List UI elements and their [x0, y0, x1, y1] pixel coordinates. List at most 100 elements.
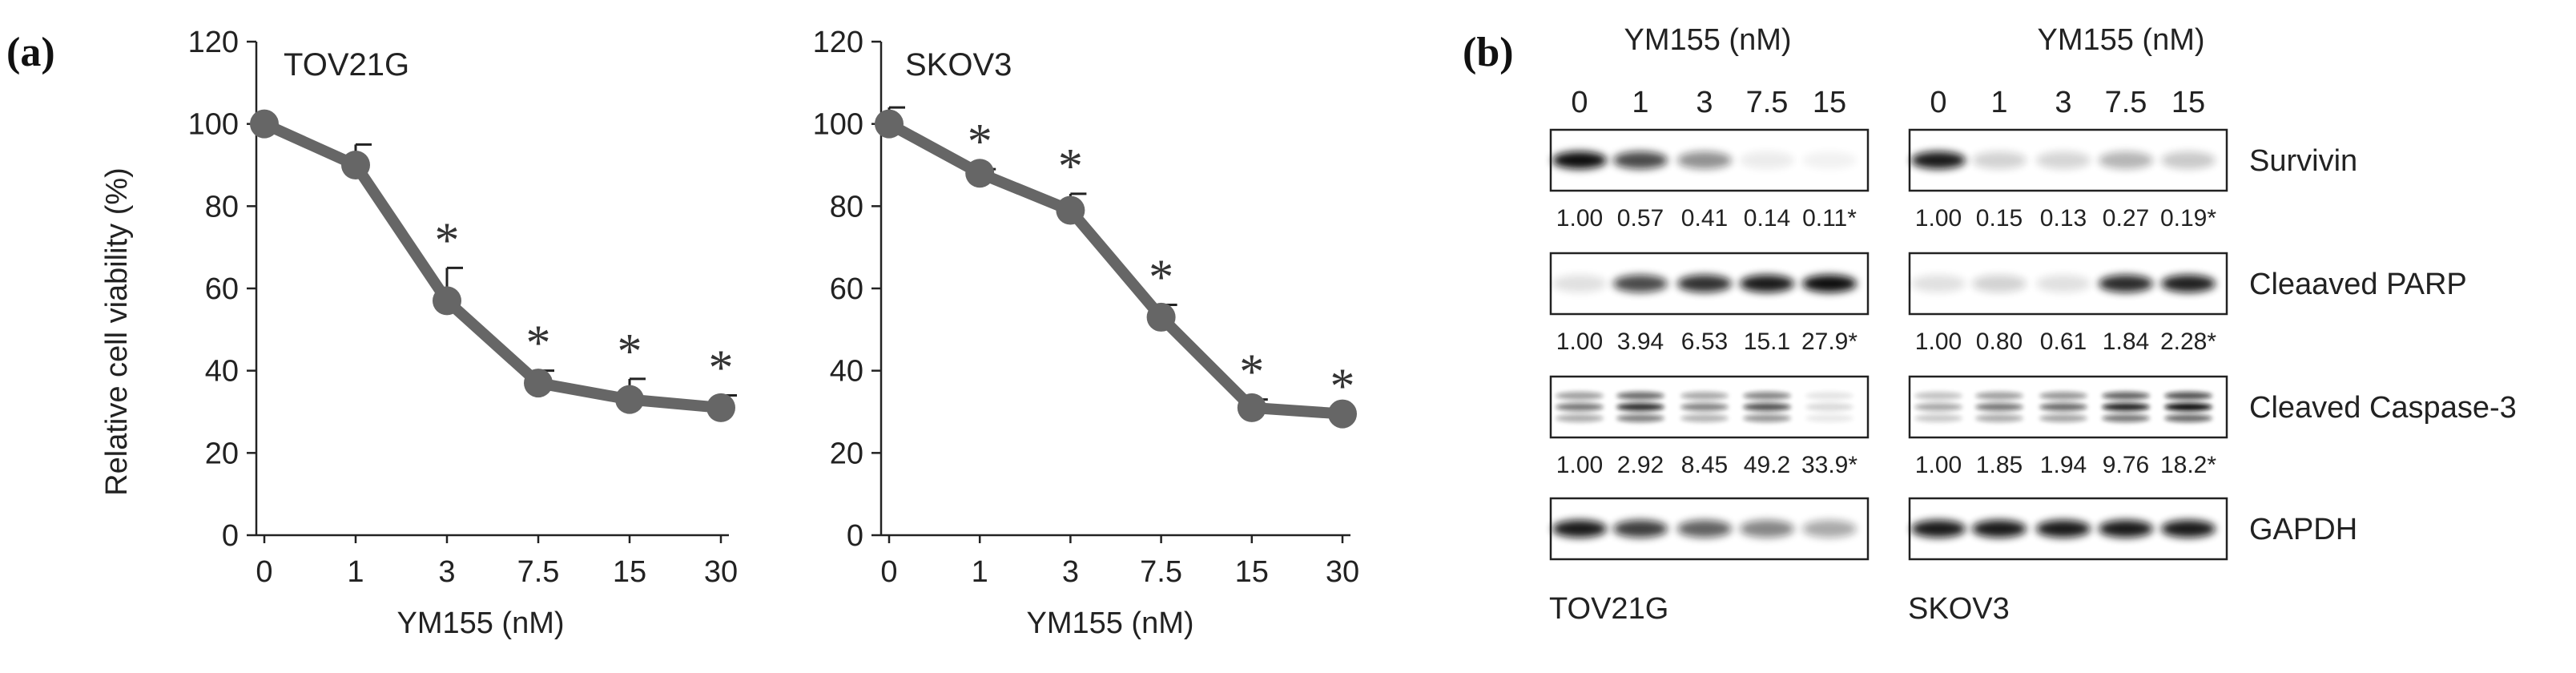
wb-protein-label: GAPDH [2249, 513, 2357, 546]
wb-cellline-skov3: SKOV3 [1908, 592, 2010, 626]
wb-quant-value: 1.00 [1915, 328, 1962, 355]
wb-band [1911, 520, 1966, 538]
series-line [262, 119, 722, 413]
wb-band [1740, 275, 1794, 292]
data-point [965, 159, 995, 188]
wb-band [1975, 414, 2023, 422]
y-tick-label: 80 [205, 190, 239, 224]
x-tick-label: 1 [347, 555, 364, 589]
y-tick-label: 0 [222, 519, 239, 553]
y-tick-label: 100 [188, 108, 239, 142]
wb-band [1911, 151, 1966, 169]
x-tick-label: 0 [256, 555, 272, 589]
wb-band [1616, 392, 1664, 400]
significance-marker: * [968, 115, 992, 169]
panel-label-b: (b) [1463, 30, 1514, 75]
x-tick-label: 30 [704, 555, 738, 589]
y-tick-label: 120 [813, 26, 863, 59]
wb-dose-label: 7.5 [1746, 86, 1789, 119]
wb-band [1556, 403, 1604, 411]
wb-dose-label: 1 [1632, 86, 1648, 119]
wb-band [2164, 414, 2212, 422]
wb-band [1552, 151, 1607, 169]
wb-quant-value: 0.13 [2040, 205, 2087, 232]
data-point [615, 385, 644, 414]
data-point [706, 393, 735, 422]
wb-quant-value: 33.9* [1801, 452, 1858, 478]
wb-band [2161, 520, 2216, 538]
wb-band [2036, 520, 2091, 538]
chart-tov21g: 0 20 40 60 80 100 120 0 1 3 7.5 15 30 * * * * TOV21G R… [100, 26, 738, 640]
wb-dose-label: 0 [1930, 86, 1946, 119]
y-tick-label: 60 [830, 272, 863, 306]
wb-dose-label: 15 [1813, 86, 1846, 119]
wb-band [1613, 151, 1668, 169]
wb-band [2039, 414, 2087, 422]
x-axis-label-skov3: YM155 (nM) [1026, 607, 1193, 640]
wb-quant-value: 2.92 [1617, 452, 1664, 478]
y-tick-label: 20 [830, 437, 863, 470]
wb-band [1743, 392, 1791, 400]
significance-marker: * [618, 324, 642, 379]
data-point [875, 109, 904, 139]
western-blot-panel: YM155 (nM) YM155 (nM) 0 1 3 7.5 15 0 1 3 7.5 15 1… [1549, 23, 2517, 626]
data-point [341, 151, 370, 179]
x-tick-label: 15 [1235, 555, 1269, 589]
wb-quant-value: 2.28* [2160, 328, 2216, 355]
wb-quant-value: 0.57 [1617, 205, 1664, 232]
wb-quant-value: 27.9* [1801, 328, 1858, 355]
wb-quant-value: 15.1 [1744, 328, 1790, 355]
wb-band [1616, 414, 1664, 422]
wb-quant-value: 0.61 [2040, 328, 2087, 355]
wb-band [1805, 414, 1854, 422]
wb-band [1680, 403, 1729, 411]
wb-band [1911, 275, 1966, 292]
wb-band [2161, 151, 2216, 169]
wb-band [2102, 414, 2150, 422]
chart-title-skov3: SKOV3 [905, 47, 1012, 83]
chart-skov3: 0 20 40 60 80 100 120 0 1 3 7.5 15 30 * * * * * SKOV3 Y… [813, 26, 1360, 640]
wb-band [1802, 151, 1857, 169]
wb-band [2102, 403, 2150, 411]
wb-quant-value: 1.00 [1556, 328, 1603, 355]
wb-quant-value: 1.00 [1556, 452, 1603, 478]
wb-quant-value: 3.94 [1617, 328, 1664, 355]
wb-band [2164, 403, 2212, 411]
wb-quant-value: 0.15 [1976, 205, 2023, 232]
x-tick-label: 30 [1326, 555, 1359, 589]
y-tick-label: 80 [830, 190, 863, 224]
wb-quant-value: 49.2 [1744, 452, 1790, 478]
wb-quant-value: 1.00 [1915, 205, 1962, 232]
wb-protein-label: Survivin [2249, 144, 2357, 178]
x-tick-label: 7.5 [1140, 555, 1182, 589]
wb-band [2161, 275, 2216, 292]
wb-quant-value: 6.53 [1681, 328, 1728, 355]
wb-quant-value: 0.41 [1681, 205, 1728, 232]
wb-band [2099, 151, 2153, 169]
data-point [1328, 399, 1357, 429]
y-tick-label: 20 [205, 437, 239, 470]
wb-quant-value: 8.45 [1681, 452, 1728, 478]
wb-band [1802, 520, 1857, 538]
y-tick-label: 120 [188, 26, 239, 59]
wb-band [1677, 151, 1732, 169]
wb-band [1975, 392, 2023, 400]
significance-marker: * [1330, 360, 1355, 414]
wb-band [1677, 275, 1732, 292]
data-point [524, 369, 553, 398]
chart-title-tov21g: TOV21G [284, 47, 409, 83]
wb-header-tov21g: YM155 (nM) [1624, 23, 1791, 57]
wb-quant-value: 0.80 [1976, 328, 2023, 355]
wb-band [1972, 151, 2027, 169]
x-tick-label: 15 [613, 555, 646, 589]
wb-band [2102, 392, 2150, 400]
wb-band [1552, 275, 1607, 292]
wb-header-skov3: YM155 (nM) [2037, 23, 2204, 57]
wb-band [1552, 520, 1607, 538]
wb-dose-label: 15 [2171, 86, 2205, 119]
series-line [886, 119, 1343, 420]
wb-quant-value: 9.76 [2103, 452, 2149, 478]
wb-band [2164, 392, 2212, 400]
data-point [433, 286, 461, 316]
significance-marker: * [1149, 251, 1173, 305]
